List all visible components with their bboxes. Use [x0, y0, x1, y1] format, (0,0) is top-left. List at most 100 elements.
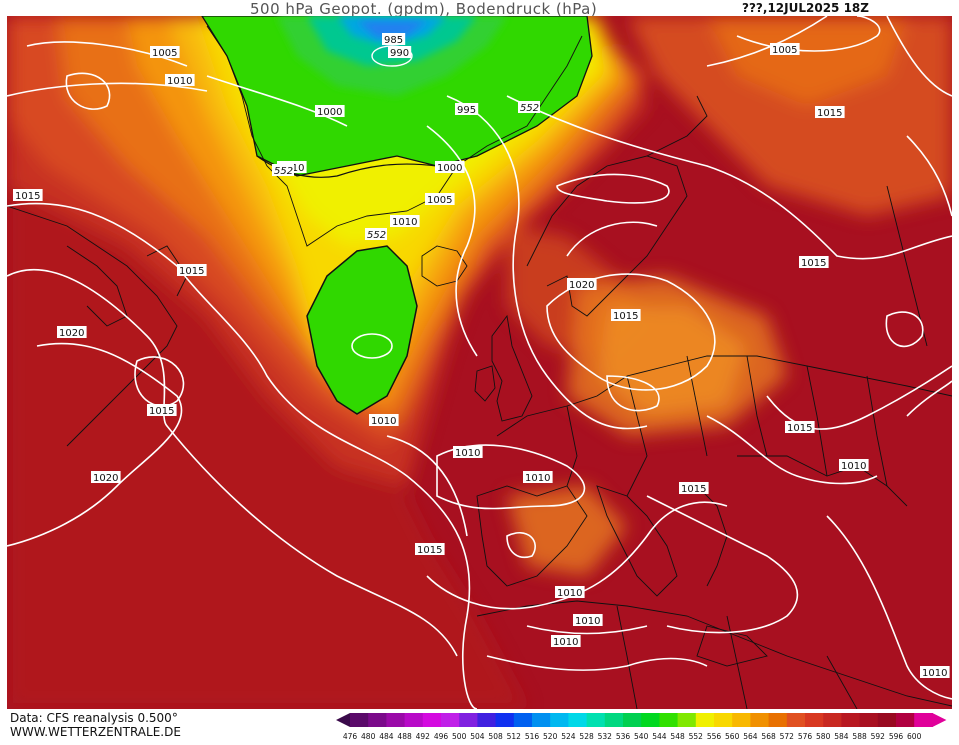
legend-value: 484 — [379, 732, 394, 741]
pressure-label-bg — [799, 256, 829, 268]
pressure-label: 1015 — [613, 311, 638, 322]
geopotential-label: 552 — [274, 166, 293, 177]
pressure-label: 1015 — [15, 191, 40, 202]
pressure-label-bg — [57, 326, 87, 338]
legend-value: 568 — [761, 732, 776, 741]
legend-swatch — [568, 713, 588, 727]
legend-swatch — [404, 713, 424, 727]
legend-value: 556 — [707, 732, 722, 741]
pressure-label: 1015 — [787, 423, 812, 434]
pressure-label-bg — [555, 586, 585, 598]
color-legend: 476 480 484 488 492 496 500 504 508 512 516 520 524 5… — [336, 713, 956, 741]
legend-swatch — [477, 713, 497, 727]
pressure-label-bg — [315, 105, 345, 117]
legend-value: 564 — [743, 732, 758, 741]
geopotential-label-bg — [518, 101, 540, 113]
legend-value: 548 — [670, 732, 685, 741]
legend-value: 508 — [488, 732, 503, 741]
pressure-label-bg — [369, 414, 399, 426]
pressure-label: 1010 — [167, 76, 192, 87]
legend-swatch — [550, 713, 569, 727]
legend-swatch — [768, 713, 788, 727]
forecast-date: ???,12JUL2025 18Z — [742, 1, 869, 15]
legend-value: 560 — [725, 732, 740, 741]
pressure-label: 1005 — [772, 45, 797, 56]
pressure-label-bg — [425, 193, 455, 205]
pressure-label: 995 — [457, 105, 476, 116]
legend-swatch — [495, 713, 515, 727]
pressure-label-bg — [390, 215, 420, 227]
pressure-label: 990 — [390, 48, 409, 59]
pressure-label-bg — [770, 43, 800, 55]
pressure-label: 985 — [384, 35, 403, 46]
pressure-label-bg — [839, 459, 869, 471]
pressure-label: 1020 — [93, 473, 118, 484]
website: WWW.WETTERZENTRALE.DE — [10, 725, 181, 739]
legend-swatch — [623, 713, 642, 727]
pressure-label: 1010 — [922, 668, 947, 679]
pressure-label: 1010 — [392, 217, 417, 228]
legend-swatch — [859, 713, 879, 727]
legend-swatch — [386, 713, 406, 727]
legend-value: 504 — [470, 732, 485, 741]
geopotential-label: 552 — [367, 230, 386, 241]
pressure-label-bg — [165, 74, 195, 86]
pressure-label: 1010 — [525, 473, 550, 484]
legend-value: 496 — [434, 732, 449, 741]
legend-value: 532 — [598, 732, 613, 741]
legend-swatch — [604, 713, 624, 727]
legend-swatch — [350, 713, 369, 727]
pressure-label-bg — [455, 103, 479, 115]
legend-swatch — [823, 713, 842, 727]
legend-swatch — [896, 713, 915, 727]
legend-arrow-right — [932, 713, 947, 727]
pressure-label: 1015 — [179, 266, 204, 277]
pressure-label: 1010 — [455, 448, 480, 459]
legend-swatch — [786, 713, 806, 727]
legend-value: 588 — [852, 732, 867, 741]
legend-value: 584 — [834, 732, 849, 741]
legend-value: 572 — [780, 732, 795, 741]
pressure-label: 1010 — [557, 588, 582, 599]
pressure-label: 1010 — [553, 637, 578, 648]
legend-value: 576 — [798, 732, 813, 741]
weather-map: 985 990 995 1000 1000 1005 1005 1005 1010 1010 101… — [7, 16, 952, 709]
legend-swatch — [805, 713, 824, 727]
legend-swatch — [368, 713, 387, 727]
legend-swatch — [441, 713, 460, 727]
isobars — [7, 16, 952, 709]
pressure-label-bg — [551, 635, 581, 647]
legend-swatch — [586, 713, 606, 727]
pressure-label-bg — [388, 46, 412, 58]
pressure-label-bg — [382, 33, 406, 45]
pressure-label-bg — [177, 264, 207, 276]
legend-swatch — [877, 713, 897, 727]
credit-text: Data: CFS reanalysis 0.500° WWW.WETTERZE… — [10, 711, 181, 739]
legend-value: 580 — [816, 732, 831, 741]
pressure-label: 1015 — [817, 108, 842, 119]
legend-swatch — [659, 713, 679, 727]
legend-value: 500 — [452, 732, 467, 741]
pressure-label-bg — [815, 106, 845, 118]
pressure-label-bg — [150, 46, 180, 58]
pressure-label-bg — [147, 404, 177, 416]
pressure-label: 1020 — [59, 328, 84, 339]
low-center-marker — [351, 333, 393, 359]
pressure-label: 1000 — [317, 107, 342, 118]
legend-swatch — [732, 713, 751, 727]
legend-value: 552 — [689, 732, 704, 741]
geopotential-label-bg — [272, 164, 294, 176]
legend-value: 528 — [579, 732, 594, 741]
geopotential-label: 552 — [520, 103, 539, 114]
legend-swatch — [641, 713, 660, 727]
legend-value: 476 — [343, 732, 358, 741]
pressure-label: 1005 — [152, 48, 177, 59]
pressure-label: 1015 — [681, 484, 706, 495]
pressure-label: 1015 — [801, 258, 826, 269]
map-title: 500 hPa Geopot. (gpdm), Bodendruck (hPa) — [250, 0, 598, 18]
legend-swatch — [841, 713, 861, 727]
legend-swatch — [914, 713, 933, 727]
legend-value: 592 — [871, 732, 886, 741]
legend-swatch — [513, 713, 533, 727]
pressure-label-bg — [523, 471, 553, 483]
